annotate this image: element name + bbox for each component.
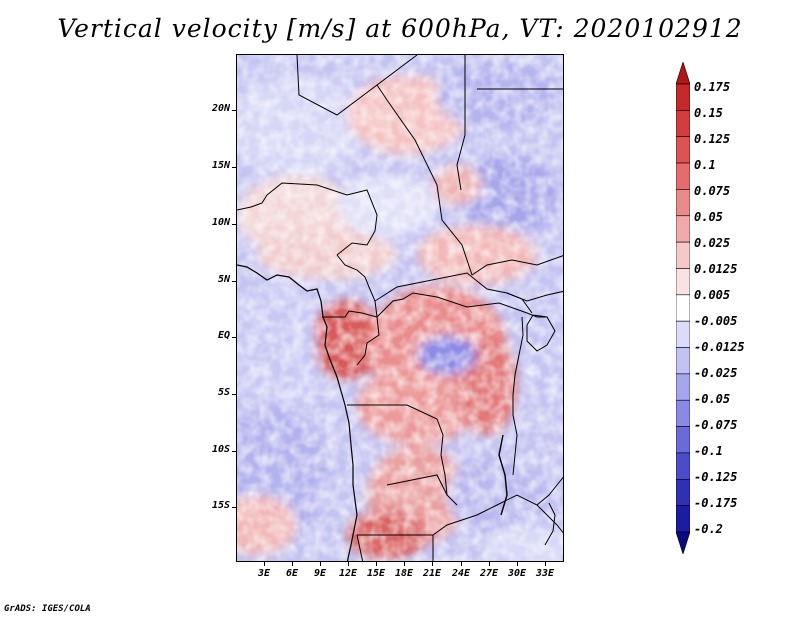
lon-label-27e: 27E: [479, 568, 499, 579]
lon-tick: [461, 562, 462, 566]
colorbar-segment: [676, 320, 690, 348]
colorbar-segment: [676, 399, 690, 427]
colorbar-segment: [676, 347, 690, 375]
lat-tick: [232, 507, 236, 508]
colorbar-label: 0.025: [694, 236, 731, 250]
lon-tick: [320, 562, 321, 566]
colorbar: [676, 62, 690, 554]
colorbar-label: -0.075: [694, 418, 738, 432]
lon-tick: [517, 562, 518, 566]
colorbar-label: 0.1: [694, 158, 716, 172]
lon-tick: [376, 562, 377, 566]
lat-label-20n: 20N: [211, 103, 230, 114]
lon-tick: [545, 562, 546, 566]
colorbar-segment: [676, 452, 690, 480]
lat-label-5s: 5S: [217, 387, 230, 398]
colorbar-label: -0.125: [694, 470, 738, 484]
colorbar-label: 0.05: [694, 210, 723, 224]
lon-label-15e: 15E: [366, 568, 386, 579]
colorbar-segment: [676, 531, 690, 554]
lon-label-24e: 24E: [451, 568, 471, 579]
lon-label-12e: 12E: [338, 568, 358, 579]
grads-credit: GrADS: IGES/COLA: [4, 604, 91, 614]
colorbar-segment: [676, 478, 690, 506]
colorbar-label: -0.0125: [694, 340, 745, 354]
colorbar-label: 0.0125: [694, 262, 738, 276]
colorbar-label: -0.2: [694, 522, 723, 536]
lat-tick: [232, 394, 236, 395]
lon-label-33e: 33E: [535, 568, 555, 579]
colorbar-label: -0.025: [694, 366, 738, 380]
lat-tick: [232, 281, 236, 282]
colorbar-label: 0.125: [694, 132, 731, 146]
map-title: Vertical velocity [m/s] at 600hPa, VT: 2…: [57, 14, 743, 43]
colorbar-label: -0.05: [694, 392, 731, 406]
colorbar-segment: [676, 62, 690, 85]
colorbar-segment: [676, 83, 690, 111]
colorbar-label: -0.175: [694, 496, 738, 510]
lon-tick: [264, 562, 265, 566]
lon-tick: [489, 562, 490, 566]
colorbar-segment: [676, 215, 690, 243]
lon-label-21e: 21E: [422, 568, 442, 579]
colorbar-label: -0.005: [694, 314, 738, 328]
colorbar-label: 0.005: [694, 288, 731, 302]
colorbar-segment: [676, 294, 690, 322]
colorbar-segment: [676, 505, 690, 533]
lat-tick: [232, 110, 236, 111]
field-noise: [237, 55, 563, 561]
colorbar-segment: [676, 189, 690, 217]
lat-tick: [232, 224, 236, 225]
lat-label-eq: EQ: [217, 330, 230, 341]
colorbar-segment: [676, 373, 690, 401]
vertical-velocity-field: [237, 55, 563, 561]
lat-label-15s: 15S: [211, 500, 230, 511]
colorbar-segment: [676, 110, 690, 138]
lat-tick: [232, 451, 236, 452]
lat-label-10n: 10N: [211, 217, 230, 228]
colorbar-segment: [676, 426, 690, 454]
lat-tick: [232, 167, 236, 168]
lat-tick: [232, 337, 236, 338]
map-panel: [236, 54, 564, 562]
colorbar-segment: [676, 268, 690, 296]
lon-tick: [292, 562, 293, 566]
lat-label-10s: 10S: [211, 444, 230, 455]
lon-label-30e: 30E: [507, 568, 527, 579]
lon-label-9e: 9E: [313, 568, 327, 579]
lon-tick: [404, 562, 405, 566]
lon-label-3e: 3E: [257, 568, 271, 579]
lat-label-15n: 15N: [211, 160, 230, 171]
lon-tick: [348, 562, 349, 566]
colorbar-segment: [676, 162, 690, 190]
country-borders: [237, 55, 563, 561]
colorbar-label: 0.075: [694, 184, 731, 198]
colorbar-label: -0.1: [694, 444, 723, 458]
colorbar-label: 0.15: [694, 106, 723, 120]
lon-label-6e: 6E: [285, 568, 299, 579]
lat-label-5n: 5N: [217, 274, 230, 285]
lon-label-18e: 18E: [394, 568, 414, 579]
colorbar-label: 0.175: [694, 80, 731, 94]
colorbar-segment: [676, 241, 690, 269]
colorbar-segment: [676, 136, 690, 164]
lon-tick: [432, 562, 433, 566]
